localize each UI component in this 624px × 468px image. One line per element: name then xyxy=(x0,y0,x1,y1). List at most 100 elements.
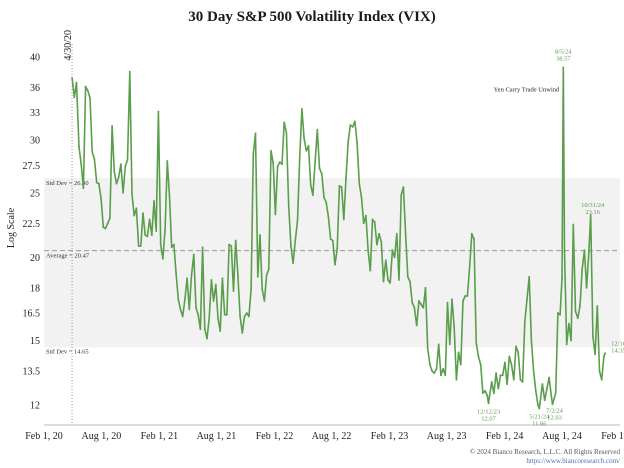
y-tick-label: 25 xyxy=(30,188,40,199)
vix-data-point xyxy=(440,374,442,377)
annotation-label: 11.86 xyxy=(532,420,547,427)
y-tick-label: 13.5 xyxy=(23,366,41,377)
vix-data-point xyxy=(501,374,504,377)
vix-data-point xyxy=(102,226,105,229)
vix-data-point xyxy=(415,324,418,327)
vix-data-point xyxy=(417,300,420,302)
vix-data-point xyxy=(100,197,102,200)
vix-data-point xyxy=(115,182,118,185)
vix-data-point xyxy=(241,332,244,334)
vix-data-point xyxy=(504,361,506,364)
vix-data-point xyxy=(391,249,394,252)
vix-data-point xyxy=(172,243,175,246)
vix-data-point xyxy=(435,367,438,370)
vix-data-point xyxy=(398,278,400,281)
vix-data-point xyxy=(448,343,451,346)
y-tick-label: 12 xyxy=(30,401,40,412)
vix-data-point xyxy=(188,308,191,311)
vix-data-point xyxy=(97,182,100,185)
vix-data-point xyxy=(84,85,87,88)
vix-data-point xyxy=(199,328,202,331)
vix-data-point xyxy=(221,277,224,280)
vix-data-point xyxy=(556,312,559,314)
vix-data-point xyxy=(166,160,169,162)
vix-data-point xyxy=(563,250,566,253)
y-tick-label: 16.5 xyxy=(23,308,41,319)
vix-data-point xyxy=(457,351,460,354)
std-dev-upper-label: Std Dev = 26.30 xyxy=(46,180,89,187)
vix-data-point xyxy=(568,322,570,325)
vix-data-point xyxy=(336,247,339,250)
vix-data-point xyxy=(111,125,113,127)
vix-data-point xyxy=(318,167,321,170)
vix-data-point xyxy=(329,238,332,241)
vix-data-point xyxy=(236,274,239,277)
vix-data-point xyxy=(296,219,299,222)
series-layer xyxy=(71,66,607,410)
vix-data-point xyxy=(393,256,396,259)
vix-data-point xyxy=(409,280,411,283)
vix-data-point xyxy=(219,330,222,332)
vix-data-point xyxy=(289,245,292,247)
vix-data-point xyxy=(285,131,288,134)
vix-data-point xyxy=(338,185,341,187)
x-tick-label: Aug 1, 23 xyxy=(427,431,467,442)
vix-data-point xyxy=(142,212,144,215)
average-label: Average = 20.47 xyxy=(46,253,90,260)
std-dev-band xyxy=(44,178,620,348)
vix-data-point xyxy=(395,232,398,235)
vix-data-point xyxy=(538,407,541,410)
vix-data-point xyxy=(186,277,189,280)
vix-data-point xyxy=(545,387,548,390)
vix-data-point xyxy=(562,66,565,69)
vix-data-point xyxy=(356,142,358,144)
vix-data-point xyxy=(402,186,405,188)
vix-data-point xyxy=(490,381,493,383)
vix-data-point xyxy=(384,259,387,262)
date-marker-label: 4/30/20 xyxy=(63,30,74,61)
vix-data-point xyxy=(331,239,334,242)
y-axis-label: Log Scale xyxy=(6,207,17,248)
vix-data-point xyxy=(426,347,429,350)
vix-data-point xyxy=(150,234,153,236)
vix-data-point xyxy=(459,363,462,366)
chart-title: 30 Day S&P 500 Volatility Index (VIX) xyxy=(188,9,436,25)
vix-data-point xyxy=(466,295,469,297)
vix-data-point xyxy=(534,390,537,392)
x-tick-label: Aug 1, 20 xyxy=(82,431,122,442)
vix-data-point xyxy=(347,140,350,142)
vix-data-point xyxy=(259,234,261,236)
vix-data-point xyxy=(106,222,109,225)
vix-data-point xyxy=(433,372,436,375)
vix-data-point xyxy=(239,315,241,318)
vix-data-point xyxy=(133,214,136,217)
vix-data-point xyxy=(230,245,233,247)
vix-data-point xyxy=(572,223,575,226)
vix-data-point xyxy=(214,283,217,286)
vix-data-point xyxy=(82,187,85,190)
vix-data-point xyxy=(387,278,389,281)
vix-data-point xyxy=(594,353,596,356)
annotation-label: 23.16 xyxy=(585,209,600,216)
annotation-label: 7/2/24 xyxy=(546,407,563,414)
vix-data-point xyxy=(203,328,206,331)
vix-data-point xyxy=(373,221,376,223)
vix-data-point xyxy=(603,355,605,358)
vix-data-point xyxy=(210,278,213,281)
annotation-label: 12.07 xyxy=(481,415,496,422)
footer-url[interactable]: https://www.biancoresearch.com/ xyxy=(526,457,620,465)
vix-data-point xyxy=(89,97,91,99)
vix-data-point xyxy=(325,201,328,204)
vix-data-point xyxy=(530,339,533,342)
vix-data-point xyxy=(519,378,522,381)
vix-data-point xyxy=(487,402,490,405)
vix-data-point xyxy=(314,161,317,164)
vix-data-point xyxy=(451,298,453,301)
vix-data-point xyxy=(508,355,511,358)
y-tick-label: 27.5 xyxy=(23,161,41,172)
vix-data-point xyxy=(437,343,440,346)
vix-data-point xyxy=(574,310,577,313)
vix-data-point xyxy=(168,195,171,198)
vix-data-point xyxy=(137,245,140,247)
